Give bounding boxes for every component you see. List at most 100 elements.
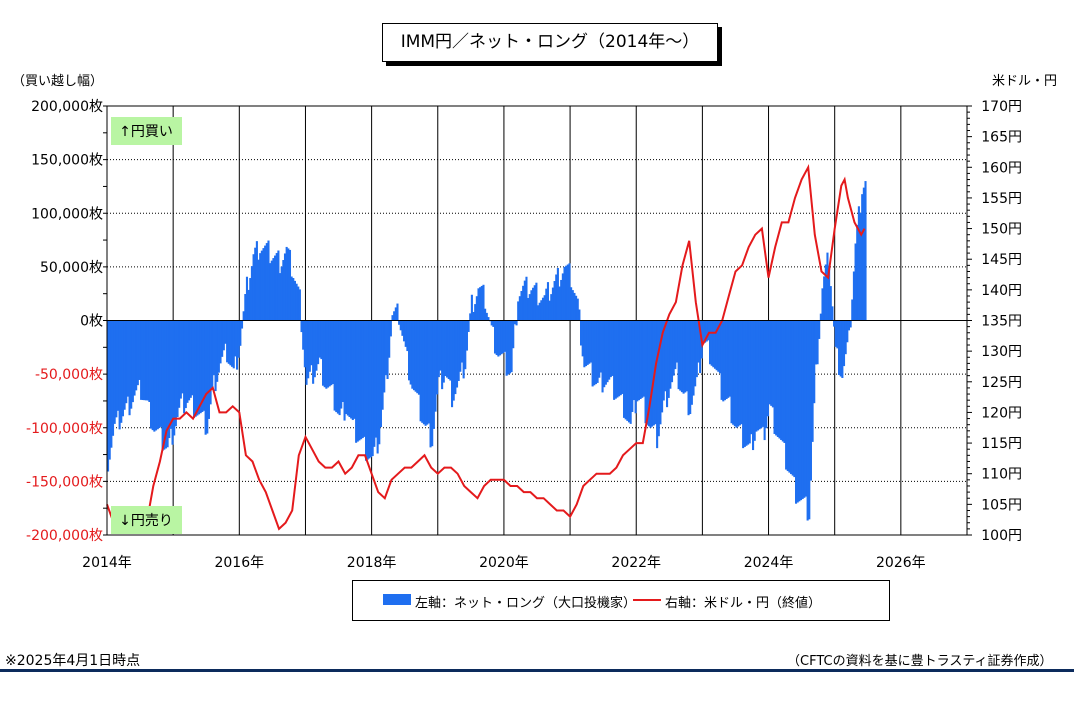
- net-long-bar: [498, 320, 502, 356]
- net-long-bar: [844, 320, 847, 355]
- net-long-bar: [184, 320, 187, 409]
- net-long-bar: [502, 320, 505, 353]
- net-long-bar: [234, 320, 237, 357]
- net-long-bar: [641, 320, 644, 398]
- net-long-bar: [606, 320, 609, 383]
- net-long-bar: [408, 320, 411, 381]
- net-long-bar: [685, 320, 688, 392]
- net-long-bar: [366, 320, 369, 460]
- net-long-bar: [262, 248, 265, 321]
- net-long-bar: [604, 320, 607, 385]
- net-long-bar: [300, 320, 303, 333]
- net-long-bar: [429, 320, 432, 448]
- net-long-bar: [608, 320, 611, 380]
- net-long-bar: [221, 320, 224, 357]
- net-long-bar: [159, 320, 163, 427]
- right-tick-label: 105円: [981, 497, 1022, 513]
- net-long-bar: [477, 288, 480, 321]
- net-long-bar: [573, 292, 576, 321]
- net-long-bar: [768, 320, 771, 405]
- net-long-bar: [796, 320, 799, 503]
- net-long-bar: [540, 300, 543, 321]
- legend: 左軸：ネット・ロング（大口投機家） 右軸：米ドル・円（終値）: [352, 580, 890, 621]
- net-long-bar: [116, 320, 120, 411]
- net-long-bar: [806, 320, 809, 521]
- net-long-bar: [269, 263, 272, 321]
- net-long-bar: [115, 320, 118, 418]
- net-long-bar: [689, 320, 692, 415]
- net-long-bar: [156, 320, 159, 430]
- net-long-bar: [859, 212, 862, 321]
- net-long-bar: [188, 320, 191, 401]
- footer-rule: [0, 669, 1074, 672]
- net-long-bar: [677, 320, 680, 390]
- net-long-bar: [813, 320, 816, 404]
- x-tick-label: 2016年: [214, 555, 264, 571]
- net-long-bar: [553, 281, 556, 321]
- net-long-bar: [270, 260, 273, 321]
- net-long-bar: [561, 273, 564, 321]
- net-long-bar: [424, 320, 427, 426]
- left-tick-label: 50,000枚: [40, 260, 103, 276]
- net-long-bar: [148, 320, 151, 403]
- net-long-bar: [718, 320, 722, 374]
- net-long-bar: [814, 320, 817, 365]
- net-long-bar: [541, 297, 545, 321]
- net-long-bar: [550, 294, 553, 321]
- net-long-bar: [773, 320, 776, 434]
- net-long-bar: [804, 320, 808, 497]
- net-long-bar: [457, 320, 460, 381]
- net-long-bar: [310, 320, 313, 366]
- net-long-bar: [277, 250, 280, 321]
- net-long-bar: [376, 320, 379, 454]
- net-long-bar: [419, 320, 422, 422]
- net-long-bar: [829, 286, 832, 321]
- net-long-bar: [442, 320, 445, 383]
- net-long-bar: [146, 320, 149, 401]
- net-long-bar: [282, 260, 285, 321]
- right-tick-label: 150円: [981, 222, 1022, 238]
- net-long-bar: [143, 320, 146, 401]
- net-long-bar: [189, 320, 192, 398]
- net-long-bar: [599, 320, 602, 373]
- net-long-bar: [766, 320, 769, 417]
- net-long-bar: [695, 320, 698, 378]
- net-long-bar: [841, 320, 844, 378]
- legend-bar-label: 左軸：ネット・ロング（大口投機家）: [415, 596, 637, 611]
- net-long-bar: [735, 320, 738, 428]
- net-long-bar: [771, 320, 774, 408]
- net-long-bar: [163, 320, 166, 450]
- net-long-bar: [216, 320, 219, 382]
- net-long-bar: [401, 320, 404, 336]
- net-long-bar: [325, 320, 328, 389]
- right-tick-label: 160円: [981, 160, 1022, 176]
- net-long-bar: [487, 317, 490, 321]
- net-long-bar: [176, 320, 179, 418]
- net-long-bar: [118, 320, 121, 430]
- net-long-bar: [854, 243, 857, 321]
- footer-source-note: （CFTCの資料を基に豊トラスティ証券作成）: [787, 654, 1053, 669]
- net-long-bar: [194, 320, 197, 417]
- net-long-bar: [330, 320, 333, 386]
- net-long-bar: [421, 320, 424, 423]
- net-long-bar: [399, 320, 402, 331]
- net-long-bar: [232, 320, 235, 369]
- left-tick-label: -150,000枚: [26, 474, 103, 490]
- net-long-bar: [245, 276, 249, 321]
- net-long-bar: [833, 320, 836, 327]
- net-long-bar: [265, 243, 268, 321]
- net-long-bar: [371, 320, 374, 457]
- net-long-bar: [202, 320, 206, 411]
- net-long-bar: [778, 320, 781, 439]
- net-long-bar: [140, 320, 143, 400]
- net-long-bar: [416, 320, 419, 394]
- net-long-bar: [373, 320, 376, 447]
- net-long-bar: [317, 320, 320, 365]
- net-long-bar: [460, 320, 464, 363]
- right-tick-label: 170円: [981, 99, 1022, 115]
- net-long-bar: [786, 320, 789, 472]
- left-tick-labels: 200,000枚 150,000枚 100,000枚 50,000枚 0枚 -50,000…: [26, 99, 103, 544]
- net-long-bar: [776, 320, 779, 437]
- right-tick-label: 155円: [981, 191, 1022, 207]
- net-long-bar: [336, 320, 339, 414]
